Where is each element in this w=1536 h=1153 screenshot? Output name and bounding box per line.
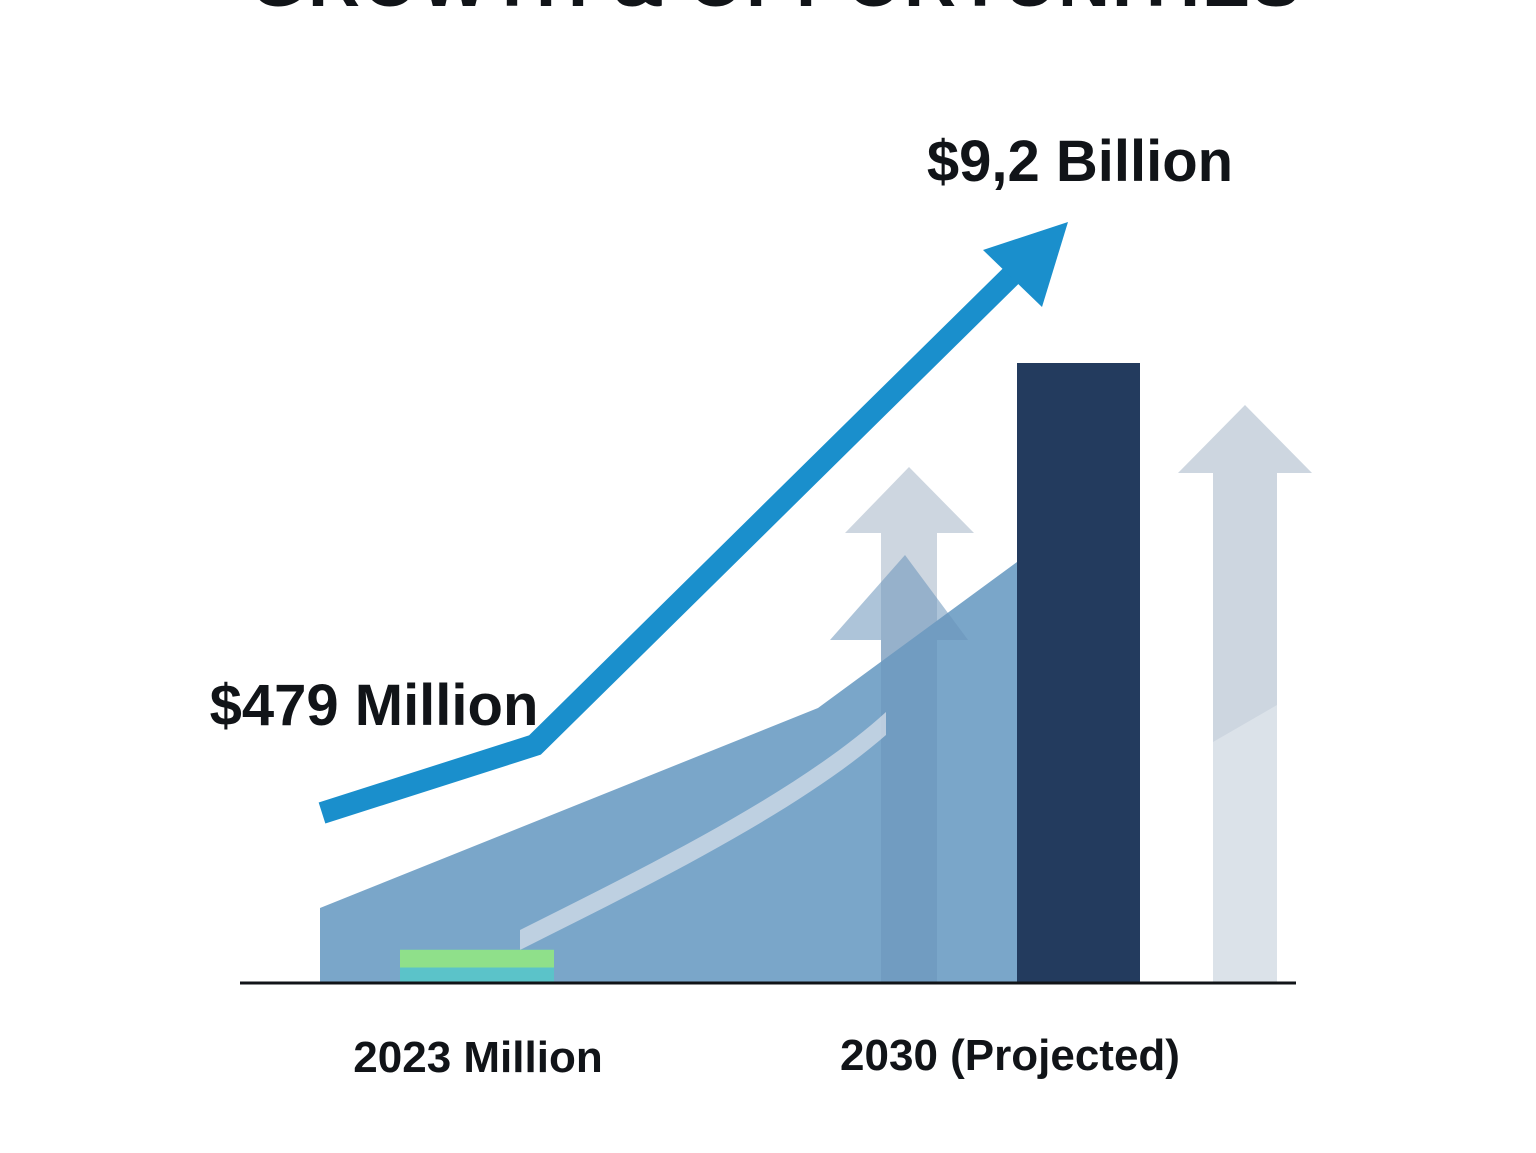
bars bbox=[400, 363, 1140, 982]
value-label-2023: $479 Million bbox=[210, 673, 539, 738]
highlight-curve bbox=[520, 712, 886, 950]
bar-2030 bbox=[1017, 363, 1140, 982]
category-label-2030: 2030 (Projected) bbox=[840, 1031, 1180, 1080]
mid-arrow bbox=[830, 555, 968, 982]
category-label-2023: 2023 Million bbox=[353, 1033, 602, 1082]
value-label-2030: $9,2 Billion bbox=[927, 129, 1233, 194]
trend-arrowhead bbox=[983, 222, 1068, 307]
bar-2023-top bbox=[400, 949, 554, 968]
trend-line bbox=[318, 254, 1033, 824]
ghost-arrow-shade bbox=[1213, 705, 1277, 982]
trend-arrow bbox=[318, 222, 1068, 824]
ghost-arrow-right bbox=[1178, 405, 1312, 982]
chart-title: GROWTH & OPPORTUNITIES bbox=[250, 0, 1302, 22]
growth-area bbox=[320, 562, 1017, 982]
background-shapes bbox=[320, 405, 1312, 982]
